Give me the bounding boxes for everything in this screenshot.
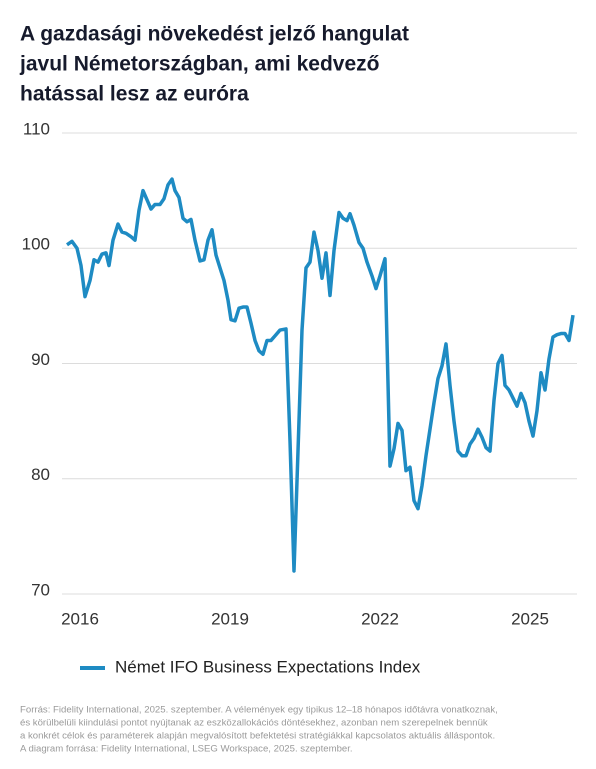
x-tick-label: 2022 xyxy=(361,609,399,628)
source-note: és körülbelüli kiindulási pontot nyújtan… xyxy=(20,718,488,729)
x-tick-label: 2016 xyxy=(61,609,99,628)
data-line xyxy=(66,177,575,573)
chart-title: A gazdasági növekedést jelző hangulat xyxy=(20,23,409,46)
source-note: Forrás: Fidelity International, 2025. sz… xyxy=(20,705,498,716)
x-tick-label: 2019 xyxy=(211,609,249,628)
chart-title: hatással lesz az euróra xyxy=(20,83,249,106)
source-note: a konkrét célok és paraméterek alapján m… xyxy=(20,731,495,742)
y-tick-label: 90 xyxy=(31,350,50,369)
source-note: A diagram forrása: Fidelity Internationa… xyxy=(20,744,353,755)
x-tick-label: 2025 xyxy=(511,609,549,628)
y-tick-label: 110 xyxy=(23,119,50,138)
chart-title: javul Németországban, ami kedvező xyxy=(19,53,379,76)
y-tick-label: 70 xyxy=(31,580,50,599)
legend-label: Német IFO Business Expectations Index xyxy=(115,657,421,676)
y-tick-label: 100 xyxy=(22,235,50,254)
y-tick-label: 80 xyxy=(31,465,50,484)
